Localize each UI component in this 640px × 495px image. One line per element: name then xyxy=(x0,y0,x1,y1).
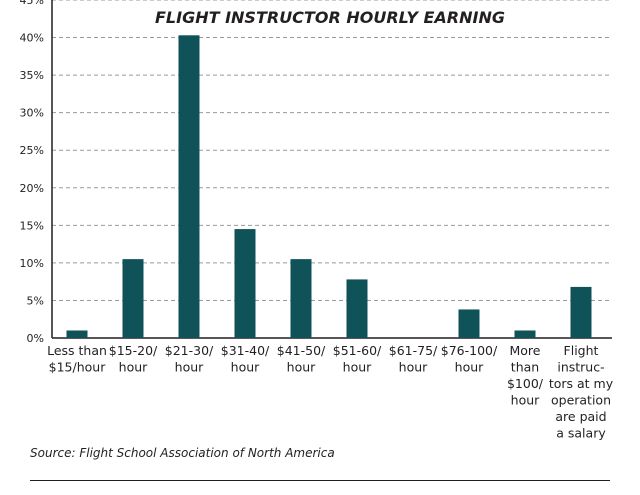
y-tick-label: 25% xyxy=(20,144,44,157)
x-category-label: Flight instruc-tors at my operation are pai… xyxy=(549,343,614,440)
x-axis-categories: Less than $15/hour$15-20/hour$21-30/hour$… xyxy=(47,343,614,440)
x-category-label: $31-40/hour xyxy=(221,343,270,375)
y-tick-label: 15% xyxy=(20,219,44,232)
bar xyxy=(290,259,312,338)
x-category-label: $76-100/hour xyxy=(441,343,498,375)
bar xyxy=(122,259,144,338)
y-tick-label: 0% xyxy=(27,332,44,345)
y-tick-label: 45% xyxy=(20,0,44,7)
x-category-label: More than $100/hour xyxy=(507,343,544,408)
y-axis-ticks: 0% 5% 10% 15% 20% 25% 30% 35% 40% 45% xyxy=(20,0,44,345)
x-category-label: Less than $15/hour xyxy=(47,343,107,375)
gridlines xyxy=(52,0,612,301)
x-category-label: $51-60/hour xyxy=(333,343,382,375)
chart-title: FLIGHT INSTRUCTOR HOURLY EARNING xyxy=(155,8,505,27)
bar xyxy=(346,279,368,338)
y-tick-label: 10% xyxy=(20,257,44,270)
y-tick-label: 5% xyxy=(27,294,44,307)
chart-source: Source: Flight School Association of Nor… xyxy=(30,446,335,460)
x-category-label: $21-30/hour xyxy=(165,343,214,375)
y-tick-label: 20% xyxy=(20,182,44,195)
x-category-label: $15-20/hour xyxy=(109,343,158,375)
y-tick-label: 40% xyxy=(20,32,44,45)
bars xyxy=(66,35,592,339)
y-tick-label: 35% xyxy=(20,69,44,82)
x-category-label: $41-50/hour xyxy=(277,343,326,375)
y-tick-label: 30% xyxy=(20,107,44,120)
bar xyxy=(178,35,200,339)
bar xyxy=(66,330,88,338)
bar xyxy=(458,309,480,338)
footer-divider xyxy=(30,480,610,481)
bar xyxy=(234,229,256,338)
x-category-label: $61-75/hour xyxy=(389,343,438,375)
bar-chart: 0% 5% 10% 15% 20% 25% 30% 35% 40% 45% Less than $1… xyxy=(20,0,614,440)
bar xyxy=(570,286,592,338)
bar xyxy=(514,330,536,338)
